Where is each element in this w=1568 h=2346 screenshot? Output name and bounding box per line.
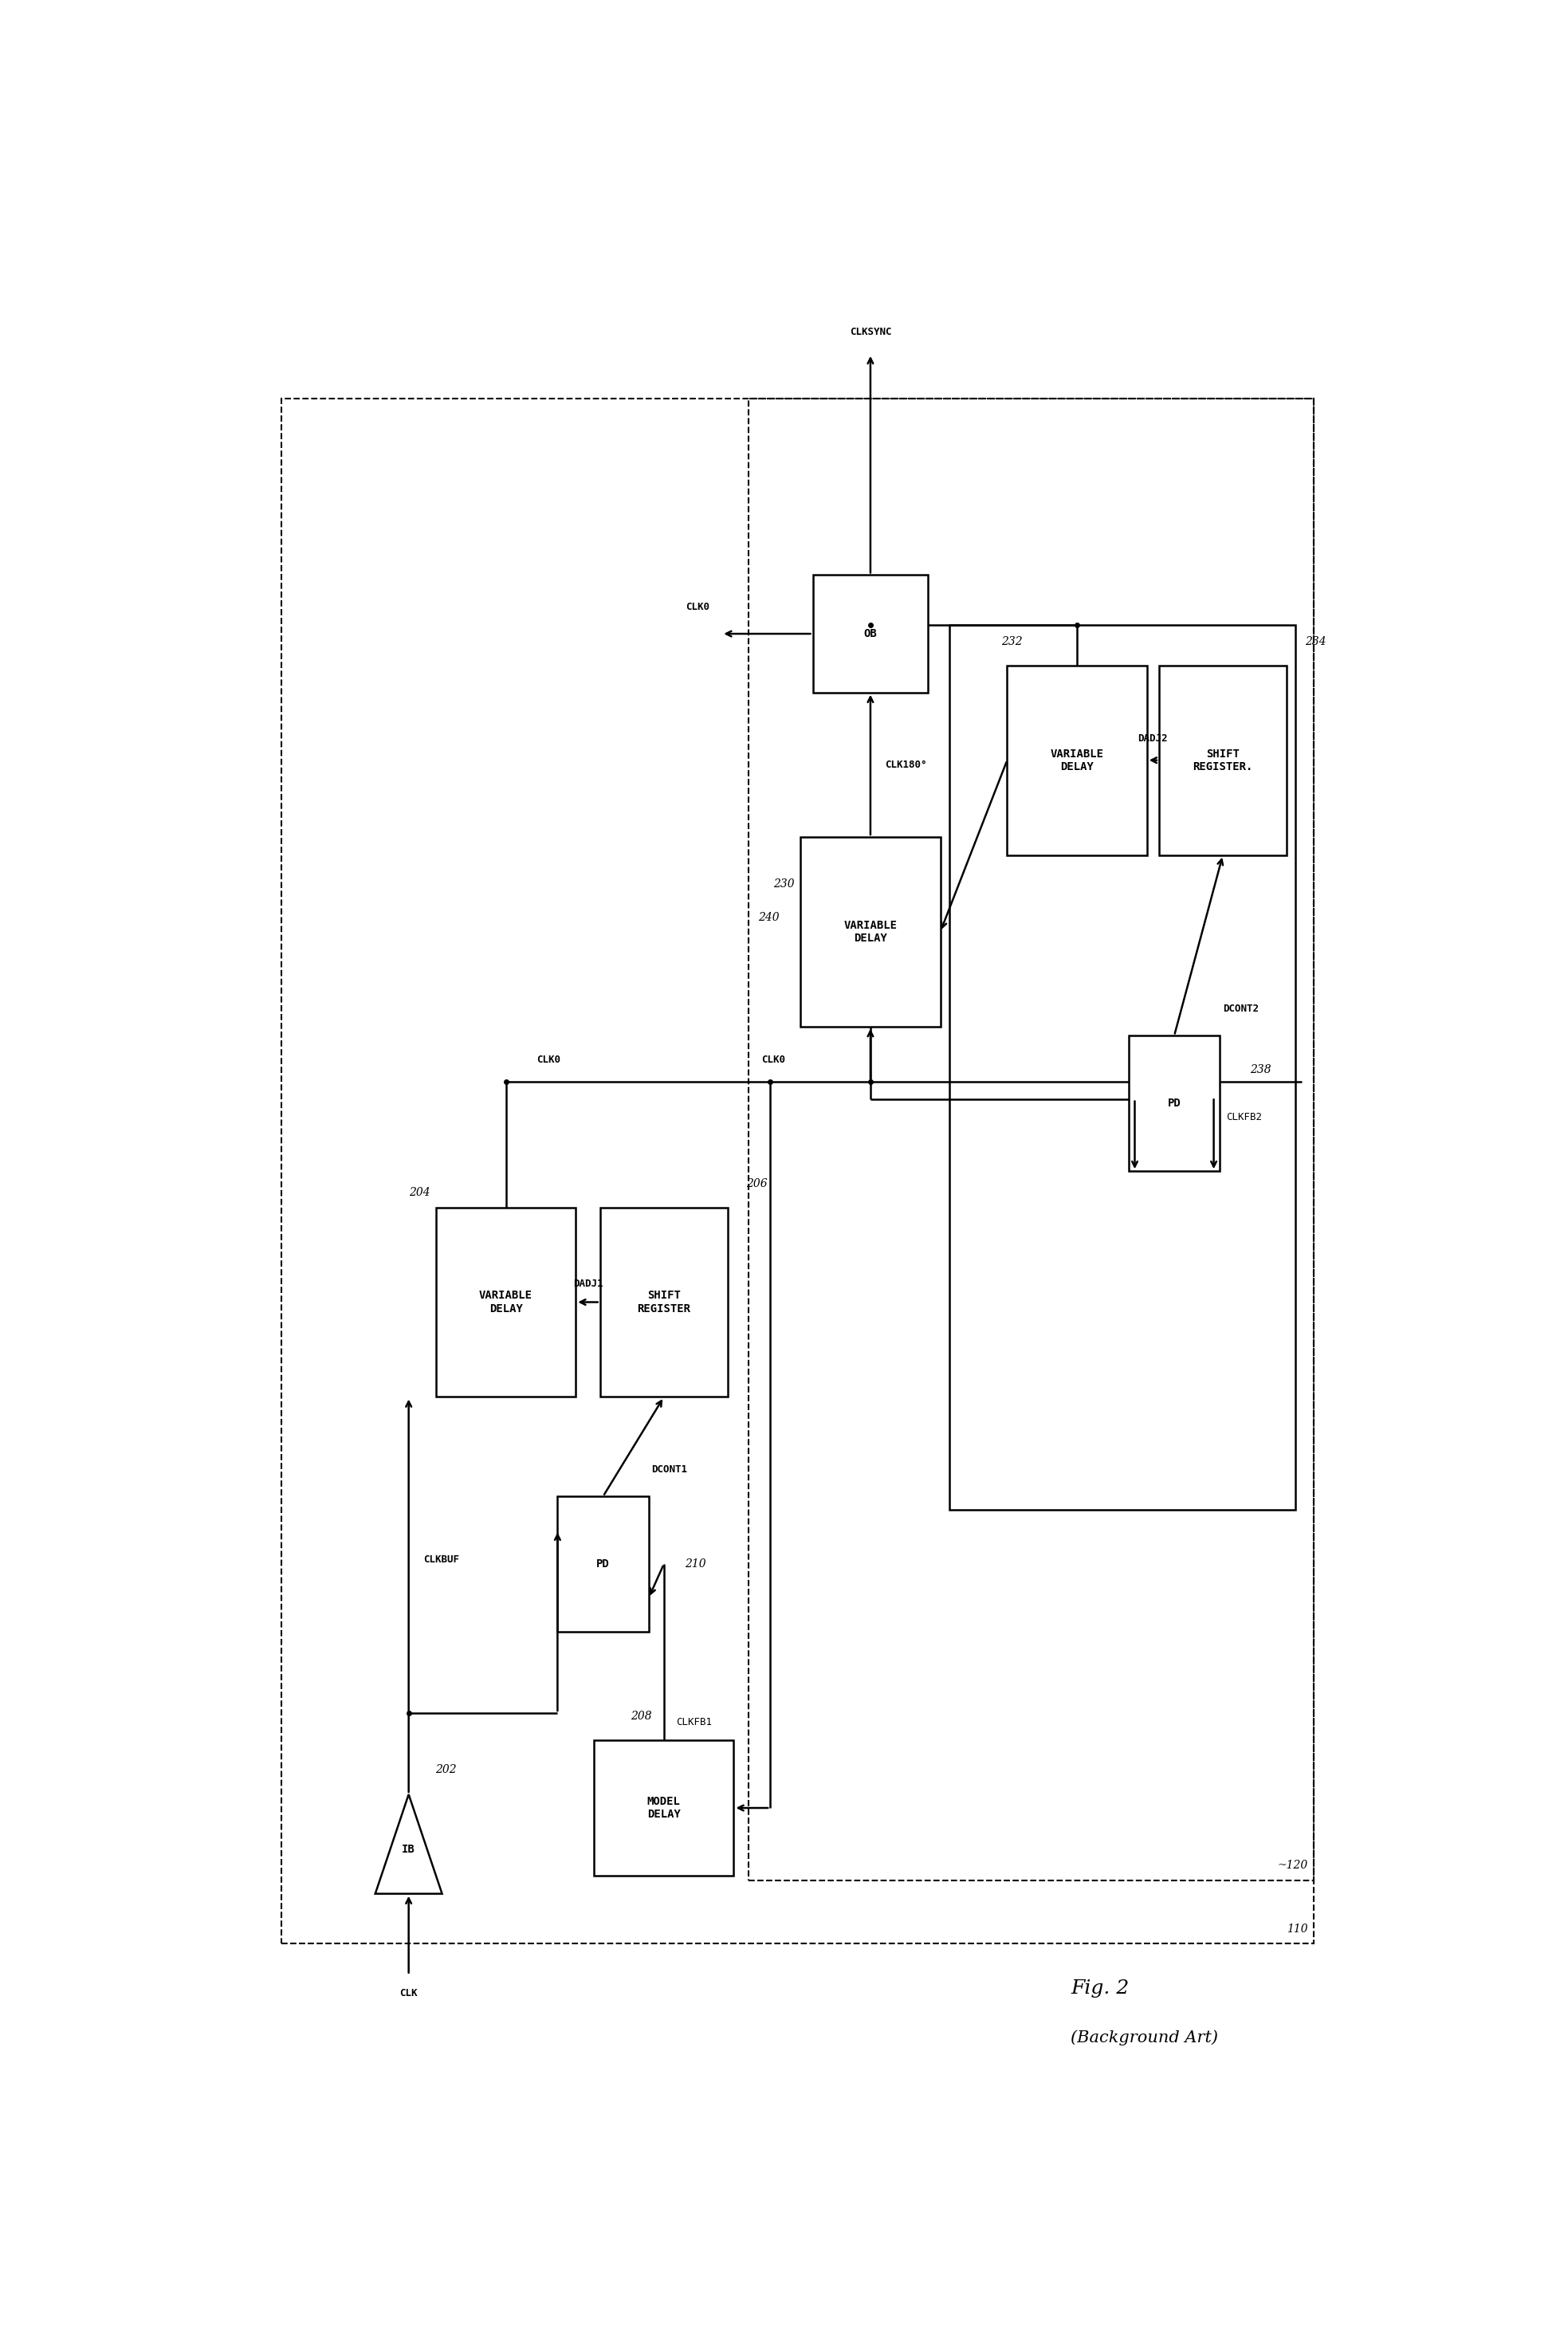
Bar [436,1208,575,1396]
Bar [558,1497,649,1633]
Text: SHIFT
REGISTER.: SHIFT REGISTER. [1193,748,1253,772]
Text: CLK0: CLK0 [536,1056,560,1065]
Text: DADJ1: DADJ1 [572,1279,602,1290]
Text: MODEL
DELAY: MODEL DELAY [648,1797,681,1820]
Text: DCONT2: DCONT2 [1223,1004,1259,1013]
Text: 206: 206 [746,1178,767,1189]
Bar [1159,666,1287,854]
Text: 234: 234 [1305,636,1327,647]
Text: PD: PD [596,1558,610,1569]
Text: CLKFB2: CLKFB2 [1226,1112,1262,1121]
Bar [801,838,941,1028]
Text: CLKSYNC: CLKSYNC [850,326,891,338]
Bar [281,399,1314,1942]
Bar [1007,666,1146,854]
Bar [812,575,928,692]
Text: 110: 110 [1287,1924,1308,1935]
Text: CLK0: CLK0 [760,1056,786,1065]
Text: DADJ2: DADJ2 [1138,734,1168,744]
Bar [601,1208,728,1396]
Text: SHIFT
REGISTER: SHIFT REGISTER [637,1290,690,1314]
Text: 202: 202 [436,1764,456,1776]
Text: 204: 204 [409,1187,430,1199]
Text: IB: IB [401,1844,416,1856]
Polygon shape [375,1795,442,1893]
Text: CLK0: CLK0 [685,601,709,612]
Text: 210: 210 [685,1558,706,1569]
Text: VARIABLE
DELAY: VARIABLE DELAY [844,920,897,943]
Text: ~120: ~120 [1278,1860,1308,1872]
Text: 230: 230 [773,880,795,889]
Text: OB: OB [864,629,877,640]
Text: CLKFB1: CLKFB1 [676,1717,712,1727]
Bar [949,624,1295,1511]
Text: CLK: CLK [400,1987,417,1999]
Bar [1129,1035,1220,1171]
Bar [750,399,1314,1879]
Text: 208: 208 [630,1710,652,1722]
Text: 232: 232 [1000,636,1022,647]
Text: CLK180°: CLK180° [884,760,927,769]
Text: VARIABLE
DELAY: VARIABLE DELAY [1051,748,1104,772]
Text: CLKBUF: CLKBUF [423,1555,459,1565]
Text: (Background Art): (Background Art) [1071,2029,1218,2046]
Text: 240: 240 [757,913,779,922]
Bar [594,1741,734,1877]
Text: Fig. 2: Fig. 2 [1071,1980,1129,1999]
Text: PD: PD [1168,1098,1181,1110]
Text: 238: 238 [1250,1065,1272,1074]
Text: VARIABLE
DELAY: VARIABLE DELAY [480,1290,533,1314]
Text: DCONT1: DCONT1 [652,1464,688,1473]
